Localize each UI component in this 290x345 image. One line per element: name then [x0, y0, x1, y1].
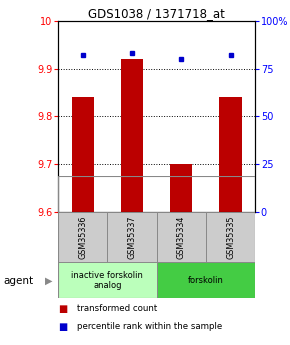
Bar [72, 97, 94, 212]
Bar [121, 59, 143, 212]
Bar [157, 212, 206, 262]
Text: forskolin: forskolin [188, 276, 224, 285]
Text: GSM35337: GSM35337 [127, 215, 137, 259]
Text: percentile rank within the sample: percentile rank within the sample [77, 322, 222, 331]
Bar [107, 212, 157, 262]
Bar [170, 164, 192, 212]
Text: GSM35336: GSM35336 [78, 216, 87, 259]
Text: GSM35334: GSM35334 [177, 216, 186, 259]
Text: transformed count: transformed count [77, 304, 157, 313]
Bar [206, 212, 255, 262]
Text: ■: ■ [58, 304, 67, 314]
Title: GDS1038 / 1371718_at: GDS1038 / 1371718_at [88, 7, 225, 20]
Text: agent: agent [3, 276, 33, 286]
Bar [58, 212, 107, 262]
Bar [157, 262, 255, 298]
Text: inactive forskolin
analog: inactive forskolin analog [71, 270, 143, 290]
Bar [220, 97, 242, 212]
Text: GSM35335: GSM35335 [226, 215, 235, 259]
Text: ■: ■ [58, 322, 67, 332]
Bar [58, 262, 157, 298]
Text: ▶: ▶ [45, 276, 52, 286]
